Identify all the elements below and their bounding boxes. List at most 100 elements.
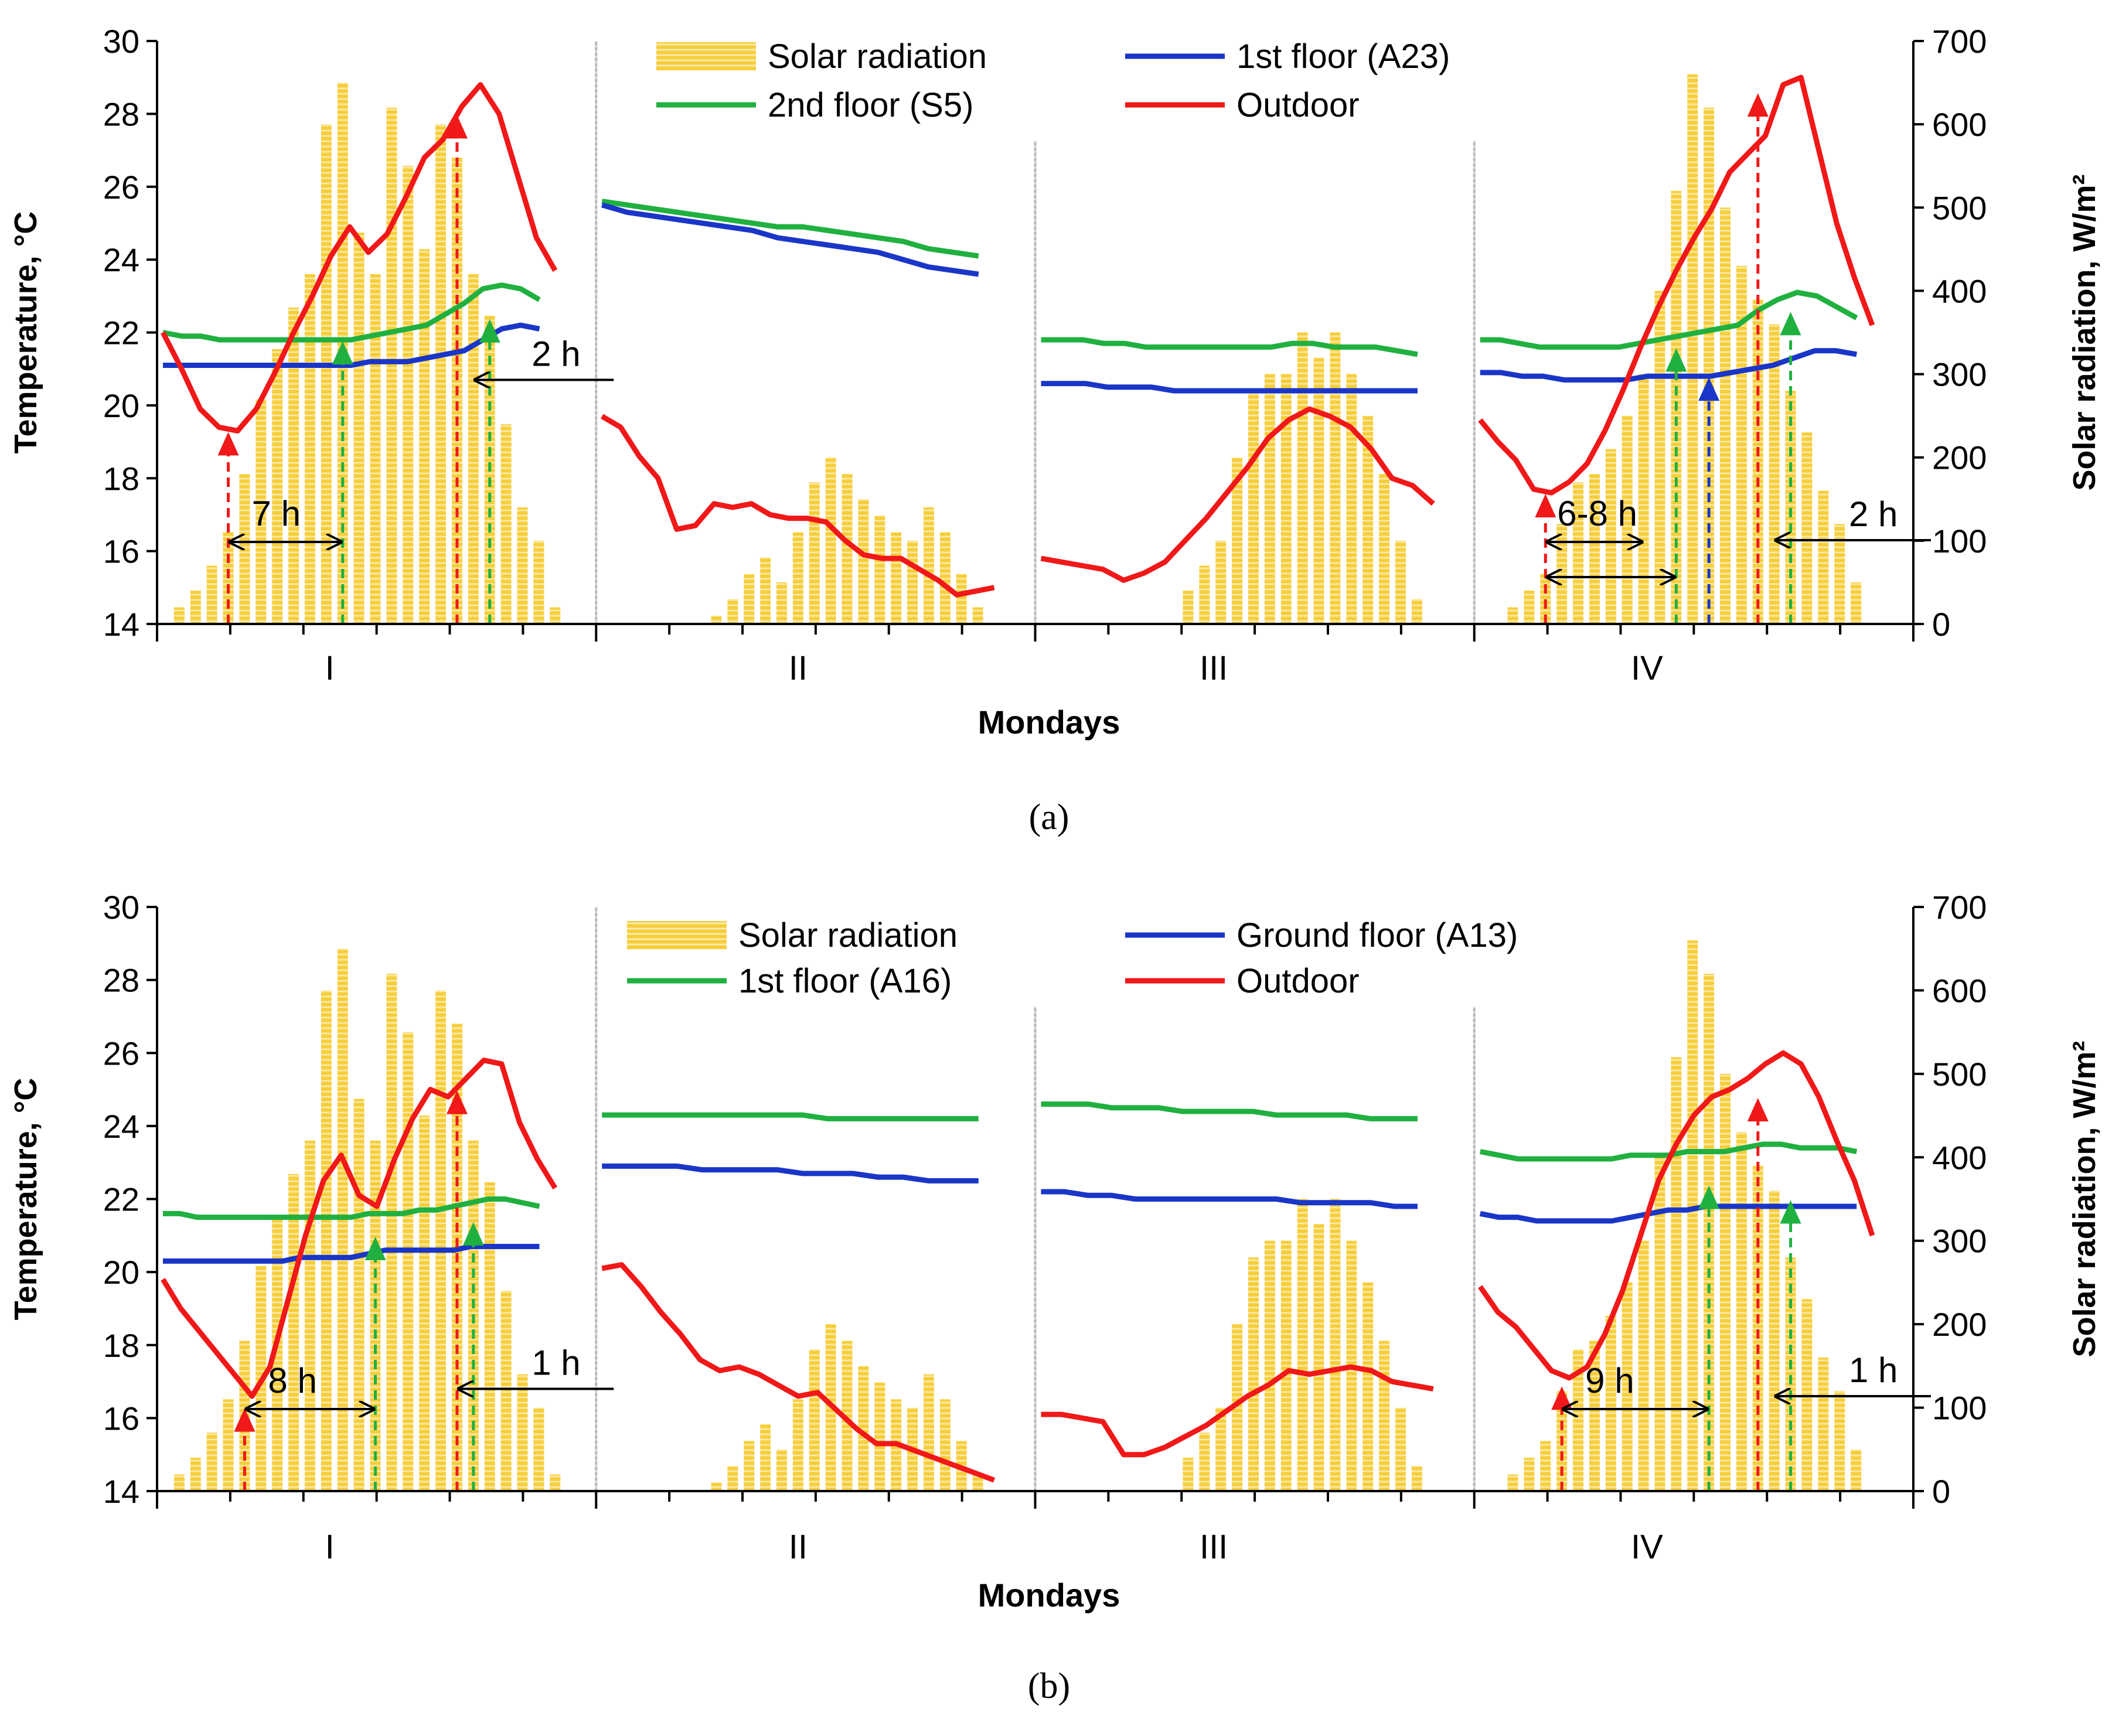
series-line-outdoor	[1040, 406, 1435, 583]
tick-label-left: 14	[103, 606, 139, 643]
marker-triangle	[446, 115, 468, 139]
lag-label: 1 h	[1849, 1350, 1898, 1390]
solar-bar	[353, 232, 365, 624]
solar-bar	[1524, 1458, 1535, 1491]
solar-bar	[760, 1424, 771, 1491]
marker-triangle	[332, 340, 353, 364]
series-line-outdoor	[1041, 1364, 1434, 1458]
solar-bar	[842, 1341, 853, 1491]
series-line-outdoor	[161, 1058, 558, 1399]
legend-label: 1st floor (A16)	[738, 962, 952, 1000]
day-label: I	[325, 649, 335, 687]
x-axis-title: Mondays	[978, 1577, 1120, 1614]
solar-bar	[353, 1099, 365, 1491]
solar-bar	[1183, 591, 1194, 624]
solar-bar	[190, 591, 201, 624]
y-axis-title-right: Solar radiation, W/m²	[2067, 174, 2102, 490]
series-line-outdoor	[600, 414, 995, 598]
series-line-outdoor	[1478, 1050, 1875, 1381]
legend-entry: Solar radiation	[656, 37, 987, 76]
solar-hatch	[157, 906, 1913, 1488]
panel-caption: (b)	[1028, 1666, 1070, 1706]
series-line-first-floor	[1480, 348, 1858, 383]
solar-bar	[1379, 1341, 1390, 1491]
solar-bar	[1687, 940, 1698, 1491]
solar-bar	[1248, 1257, 1259, 1491]
lag-label: 8 h	[268, 1361, 316, 1400]
tick-label-left: 18	[103, 460, 139, 497]
solar-bar	[1524, 591, 1535, 624]
solar-bar	[1769, 1191, 1780, 1491]
series-line-first-floor	[601, 202, 979, 277]
solar-bar	[533, 540, 544, 624]
legend-label: Solar radiation	[738, 916, 958, 954]
series-line-second-floor	[1041, 1101, 1418, 1121]
solar-bar	[776, 582, 787, 624]
tick-label-left: 26	[103, 169, 139, 206]
tick-label-left: 28	[103, 96, 139, 132]
series-line-second-floor	[601, 199, 979, 259]
solar-bar	[370, 274, 381, 624]
tick-label-left: 30	[103, 889, 139, 926]
legend-label: Outdoor	[1236, 86, 1360, 124]
day-label: III	[1200, 1528, 1228, 1566]
series-line-second-floor	[162, 282, 541, 343]
tick-label-left: 24	[103, 1108, 139, 1145]
solar-bar	[842, 474, 853, 624]
solar-bar	[744, 574, 755, 624]
tick-label-right: 700	[1932, 23, 1987, 60]
tick-label-left: 20	[103, 1254, 139, 1291]
tick-label-right: 100	[1932, 1390, 1987, 1427]
series-line-outdoor	[601, 1262, 996, 1483]
lag-label: 1 h	[532, 1343, 580, 1383]
series-line-first-floor	[1479, 1203, 1857, 1224]
series-line-outdoor	[160, 82, 558, 434]
legend-entry: Solar radiation	[627, 916, 958, 954]
tick-label-left: 16	[103, 1400, 139, 1437]
legend-label: 1st floor (A23)	[1236, 37, 1450, 76]
solar-bar	[825, 457, 836, 624]
solar-bar	[468, 274, 479, 624]
marker-triangle	[217, 432, 239, 456]
y-axis-title-left: Temperature, °C	[8, 1078, 43, 1321]
solar-bar	[517, 507, 528, 624]
tick-label-left: 18	[103, 1327, 139, 1364]
day-label: III	[1200, 649, 1228, 687]
tick-label-right: 500	[1932, 1056, 1987, 1093]
tick-label-left: 22	[103, 315, 139, 352]
tick-label-left: 14	[103, 1473, 139, 1510]
solar-bar	[1851, 582, 1862, 624]
solar-bar	[190, 1458, 201, 1491]
solar-bar	[1379, 474, 1390, 624]
solar-bar	[403, 1032, 414, 1491]
tick-label-left: 22	[103, 1181, 139, 1218]
marker-triangle	[1698, 377, 1720, 401]
series-line-second-floor	[1480, 289, 1858, 350]
tick-label-left: 26	[103, 1035, 139, 1072]
marker-triangle	[446, 1090, 468, 1114]
marker-triangle	[1747, 93, 1769, 117]
solar-bar	[727, 1466, 738, 1491]
lag-label: 7 h	[252, 494, 301, 533]
solar-bar	[923, 507, 934, 624]
marker-triangle	[1665, 348, 1687, 372]
marker-triangle	[479, 319, 500, 343]
day-label: IV	[1631, 1528, 1663, 1566]
tick-label-left: 30	[103, 23, 139, 60]
marker-triangle	[1780, 312, 1801, 336]
marker-triangle	[365, 1236, 386, 1260]
day-label: IV	[1631, 649, 1663, 687]
solar-bar	[1183, 1458, 1194, 1491]
solar-bar	[1411, 1466, 1422, 1491]
solar-bar	[272, 1215, 283, 1491]
tick-label-right: 0	[1932, 1473, 1950, 1510]
tick-label-right: 400	[1932, 272, 1987, 309]
legend-entry: 2nd floor (S5)	[656, 86, 973, 124]
solar-bar	[288, 1174, 299, 1491]
solar-bar	[1671, 1057, 1682, 1491]
tick-label-left: 24	[103, 241, 139, 278]
solar-bar	[1540, 574, 1551, 624]
day-label: II	[789, 1528, 808, 1566]
solar-hatch	[157, 40, 1913, 622]
